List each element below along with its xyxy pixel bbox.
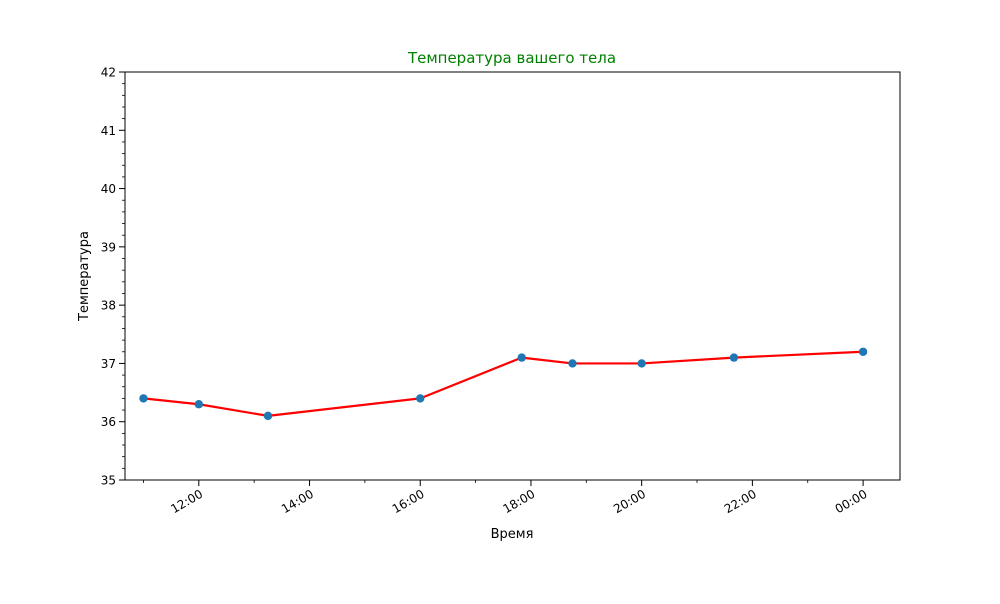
y-tick-label: 41: [101, 124, 116, 138]
data-point: [517, 353, 526, 362]
y-tick-label: 36: [101, 415, 116, 429]
y-tick-label: 39: [101, 240, 116, 254]
data-point: [637, 359, 646, 368]
y-tick-label: 42: [101, 66, 116, 80]
y-tick-label: 37: [101, 357, 116, 371]
y-tick-label: 38: [101, 299, 116, 313]
data-point: [263, 411, 273, 421]
data-point: [858, 347, 868, 356]
y-axis-ticks: 35 36 37 38 39 40 41 42: [101, 66, 125, 488]
data-point: [194, 400, 204, 409]
y-tick-label: 40: [101, 182, 116, 196]
data-point: [568, 359, 577, 368]
plot-area: [139, 347, 868, 421]
y-axis-label: Температура: [77, 231, 92, 322]
data-point: [729, 353, 739, 362]
plot-frame: [124, 71, 901, 481]
x-axis-label: Время: [491, 527, 534, 542]
chart-title: Температура вашего тела: [407, 49, 616, 67]
y-tick-label: 35: [101, 474, 116, 488]
data-point: [416, 394, 425, 403]
data-point: [139, 394, 148, 403]
